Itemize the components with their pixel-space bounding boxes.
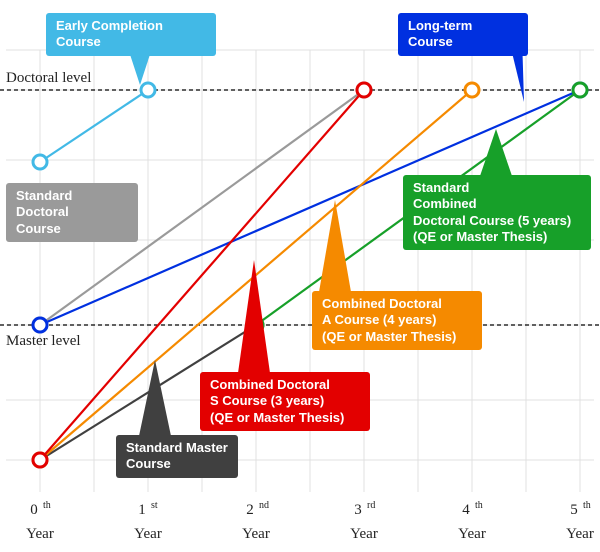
svg-text:4: 4 (462, 502, 470, 518)
svg-text:Year: Year (350, 526, 378, 542)
svg-text:Year: Year (134, 526, 162, 542)
svg-text:Year: Year (458, 526, 486, 542)
early-completion-box: Early Completion Course (46, 13, 216, 56)
svg-text:0: 0 (30, 502, 38, 518)
marker-long-term (33, 318, 47, 332)
svg-text:5: 5 (570, 502, 578, 518)
marker-combined-standard (573, 83, 587, 97)
chart-svg: Master level Doctoral level 0 th Year 1 st Year… (0, 0, 600, 552)
svg-text:nd: nd (259, 500, 269, 511)
marker-early-completion (141, 83, 155, 97)
svg-text:rd: rd (367, 500, 375, 511)
svg-text:Year: Year (566, 526, 594, 542)
long-term-box: Long-term Course (398, 13, 528, 56)
level-label: Doctoral level (6, 70, 91, 86)
marker-combined-s (357, 83, 371, 97)
svg-text:th: th (475, 500, 483, 511)
standard-doctoral-box: Standard DoctoralCourse (6, 183, 138, 242)
combined-s-box: Combined DoctoralS Course (3 years)(QE o… (200, 372, 370, 431)
combined-standard-box: StandardCombinedDoctoral Course (5 years… (403, 175, 591, 250)
marker-combined-a (465, 83, 479, 97)
course-chart: Master level Doctoral level 0 th Year 1 st Year… (0, 0, 600, 552)
svg-text:Year: Year (242, 526, 270, 542)
svg-text:1: 1 (138, 502, 146, 518)
svg-text:2: 2 (246, 502, 254, 518)
level-label: Master level (6, 333, 81, 349)
svg-text:3: 3 (354, 502, 362, 518)
svg-text:th: th (583, 500, 591, 511)
marker-combined-s (33, 453, 47, 467)
standard-master-box: Standard MasterCourse (116, 435, 238, 478)
svg-text:st: st (151, 500, 158, 511)
svg-text:th: th (43, 500, 51, 511)
marker-early-completion (33, 155, 47, 169)
svg-text:Year: Year (26, 526, 54, 542)
combined-a-box: Combined DoctoralA Course (4 years)(QE o… (312, 291, 482, 350)
